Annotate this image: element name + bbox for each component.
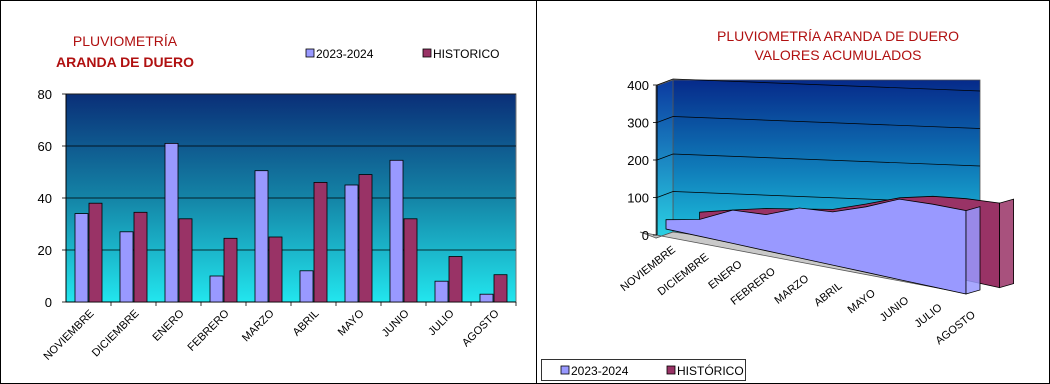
right-legend-box <box>541 359 746 381</box>
left-chart-legend: 2023-2024 HISTORICO <box>305 47 499 61</box>
right-y-tick-label: 100 <box>627 191 649 206</box>
legend-label-historico-right: HISTÓRICO <box>677 363 744 378</box>
right-y-tick-label: 200 <box>627 153 649 168</box>
bar-historico-agosto <box>493 274 508 303</box>
bar-historico-abril <box>313 181 328 303</box>
right-chart-title-line2: VALORES ACUMULADOS <box>754 47 921 63</box>
area-edge-2023-2024 <box>965 206 981 295</box>
right-y-tick-label: 300 <box>627 116 649 131</box>
bar-2023-2024-mayo <box>344 184 359 303</box>
bar-2023-2024-agosto <box>479 293 494 303</box>
bar-historico-junio <box>403 218 418 303</box>
bar-historico-febrero <box>223 237 238 303</box>
bar-2023-2024-julio <box>434 280 449 303</box>
bar-2023-2024-abril <box>299 270 314 303</box>
left-y-tick-label: 40 <box>38 191 52 206</box>
bar-historico-marzo <box>268 236 283 303</box>
legend-swatch-2023-2024 <box>305 48 315 58</box>
legend-swatch-2023-2024-right <box>560 365 570 375</box>
legend-label-2023-2024-right: 2023-2024 <box>571 364 629 378</box>
bar-historico-enero <box>178 218 193 303</box>
bar-historico-julio <box>448 256 463 303</box>
right-side-wall <box>655 79 674 239</box>
bar-historico-mayo <box>358 174 373 303</box>
left-chart-title-line1: PLUVIOMETRÍA <box>73 33 178 49</box>
right-gridline <box>656 153 981 167</box>
left-y-tick-label: 60 <box>38 139 52 154</box>
bar-2023-2024-junio <box>389 159 404 303</box>
bar-historico-noviembre <box>88 202 103 303</box>
left-y-tick-label: 0 <box>45 295 52 310</box>
bar-2023-2024-diciembre <box>119 231 134 303</box>
right-gridline <box>656 78 981 92</box>
right-y-tick-label: 0 <box>642 228 649 243</box>
right-y-tick-label: 400 <box>627 78 649 93</box>
legend-label-2023-2024: 2023-2024 <box>316 47 374 61</box>
bar-2023-2024-febrero <box>209 275 224 303</box>
bar-2023-2024-marzo <box>254 170 269 303</box>
left-y-tick-label: 20 <box>38 243 52 258</box>
right-chart-legend: 2023-2024 HISTÓRICO <box>541 359 746 381</box>
legend-swatch-historico <box>422 48 432 58</box>
left-chart-title-line2: ARANDA DE DUERO <box>56 54 194 70</box>
left-y-tick-label: 80 <box>38 87 52 102</box>
bar-2023-2024-enero <box>164 142 179 303</box>
bar-2023-2024-noviembre <box>74 213 89 303</box>
legend-label-historico: HISTORICO <box>433 47 499 61</box>
legend-swatch-historico-right <box>666 365 676 375</box>
bar-historico-diciembre <box>133 211 148 303</box>
right-gridline <box>656 116 981 129</box>
right-chart-title-line1: PLUVIOMETRÍA ARANDA DE DUERO <box>717 28 959 44</box>
area-edge-historico <box>999 198 1014 289</box>
right-gridline <box>656 191 981 204</box>
